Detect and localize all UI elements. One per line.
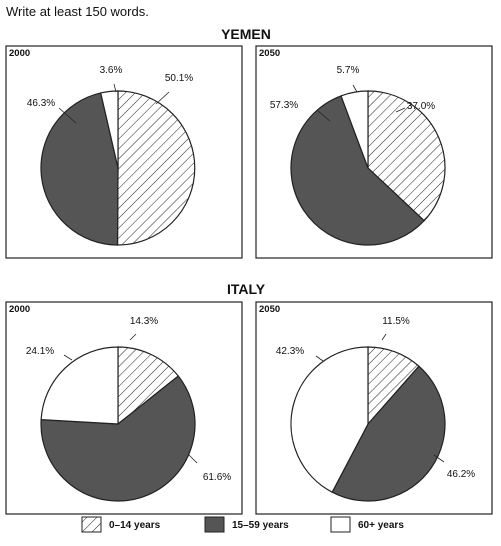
pie-panel-yemen-2000: 2000 50.1% 46.3% 3.6% bbox=[5, 45, 243, 259]
pie-slice-working bbox=[40, 375, 196, 502]
data-label-elderly: 3.6% bbox=[100, 65, 123, 76]
data-label-young: 11.5% bbox=[382, 316, 410, 327]
label-leader-line bbox=[63, 354, 73, 361]
pie-slice-working bbox=[290, 95, 425, 246]
data-label-working: 57.3% bbox=[270, 100, 298, 111]
data-label-elderly: 24.1% bbox=[26, 346, 54, 357]
data-label-working: 46.3% bbox=[27, 98, 55, 109]
pie-slice-working bbox=[40, 92, 119, 246]
label-leader-line bbox=[315, 355, 324, 362]
data-label-elderly: 5.7% bbox=[337, 65, 360, 76]
country-title-yemen: YEMEN bbox=[221, 26, 271, 42]
data-label-young: 37.0% bbox=[407, 101, 435, 112]
pie-year-label: 2000 bbox=[9, 304, 30, 315]
data-label-working: 61.6% bbox=[203, 472, 231, 483]
legend-swatch-young bbox=[81, 516, 102, 533]
pie-slice-elderly bbox=[100, 90, 119, 169]
pie-slice-elderly bbox=[40, 346, 119, 425]
pie-slice-elderly bbox=[290, 346, 369, 493]
pie-year-label: 2000 bbox=[9, 48, 30, 59]
label-leader-line bbox=[187, 453, 198, 464]
legend-label-young: 0–14 years bbox=[109, 520, 161, 531]
legend: 0–14 years 15–59 years 60+ years bbox=[81, 516, 404, 533]
country-title-italy: ITALY bbox=[227, 281, 266, 297]
label-leader-line bbox=[113, 83, 117, 93]
pie-slice-working bbox=[331, 365, 446, 502]
instruction-text: Write at least 150 words. bbox=[6, 4, 149, 19]
pie-slice-elderly bbox=[340, 90, 369, 169]
legend-swatch-elderly bbox=[330, 516, 351, 533]
label-leader-line bbox=[395, 107, 406, 113]
pie-slice-young bbox=[116, 90, 196, 246]
pie-year-label: 2050 bbox=[259, 48, 280, 59]
pie-slice-young bbox=[117, 346, 180, 426]
label-leader-line bbox=[58, 107, 77, 124]
pie-panel-italy-2050: 2050 11.5% 46.2% 42.3% bbox=[255, 301, 493, 515]
legend-swatch-working bbox=[204, 516, 225, 533]
pie-slice-young bbox=[367, 90, 446, 222]
pie-panel-yemen-2050: 2050 37.0% 57.3% 5.7% bbox=[255, 45, 493, 259]
data-label-young: 50.1% bbox=[165, 73, 193, 84]
label-leader-line bbox=[317, 110, 331, 122]
legend-label-working: 15–59 years bbox=[232, 520, 289, 531]
data-label-elderly: 42.3% bbox=[276, 346, 304, 357]
data-label-young: 14.3% bbox=[130, 316, 158, 327]
label-leader-line bbox=[433, 454, 445, 463]
legend-label-elderly: 60+ years bbox=[358, 520, 404, 531]
pie-panel-italy-2000: 2000 14.3% 61.6% 24.1% bbox=[5, 301, 243, 515]
label-leader-line bbox=[381, 333, 387, 341]
data-label-working: 46.2% bbox=[447, 469, 475, 480]
label-leader-line bbox=[352, 84, 358, 93]
pie-year-label: 2050 bbox=[259, 304, 280, 315]
label-leader-line bbox=[129, 333, 137, 341]
label-leader-line bbox=[155, 91, 170, 105]
